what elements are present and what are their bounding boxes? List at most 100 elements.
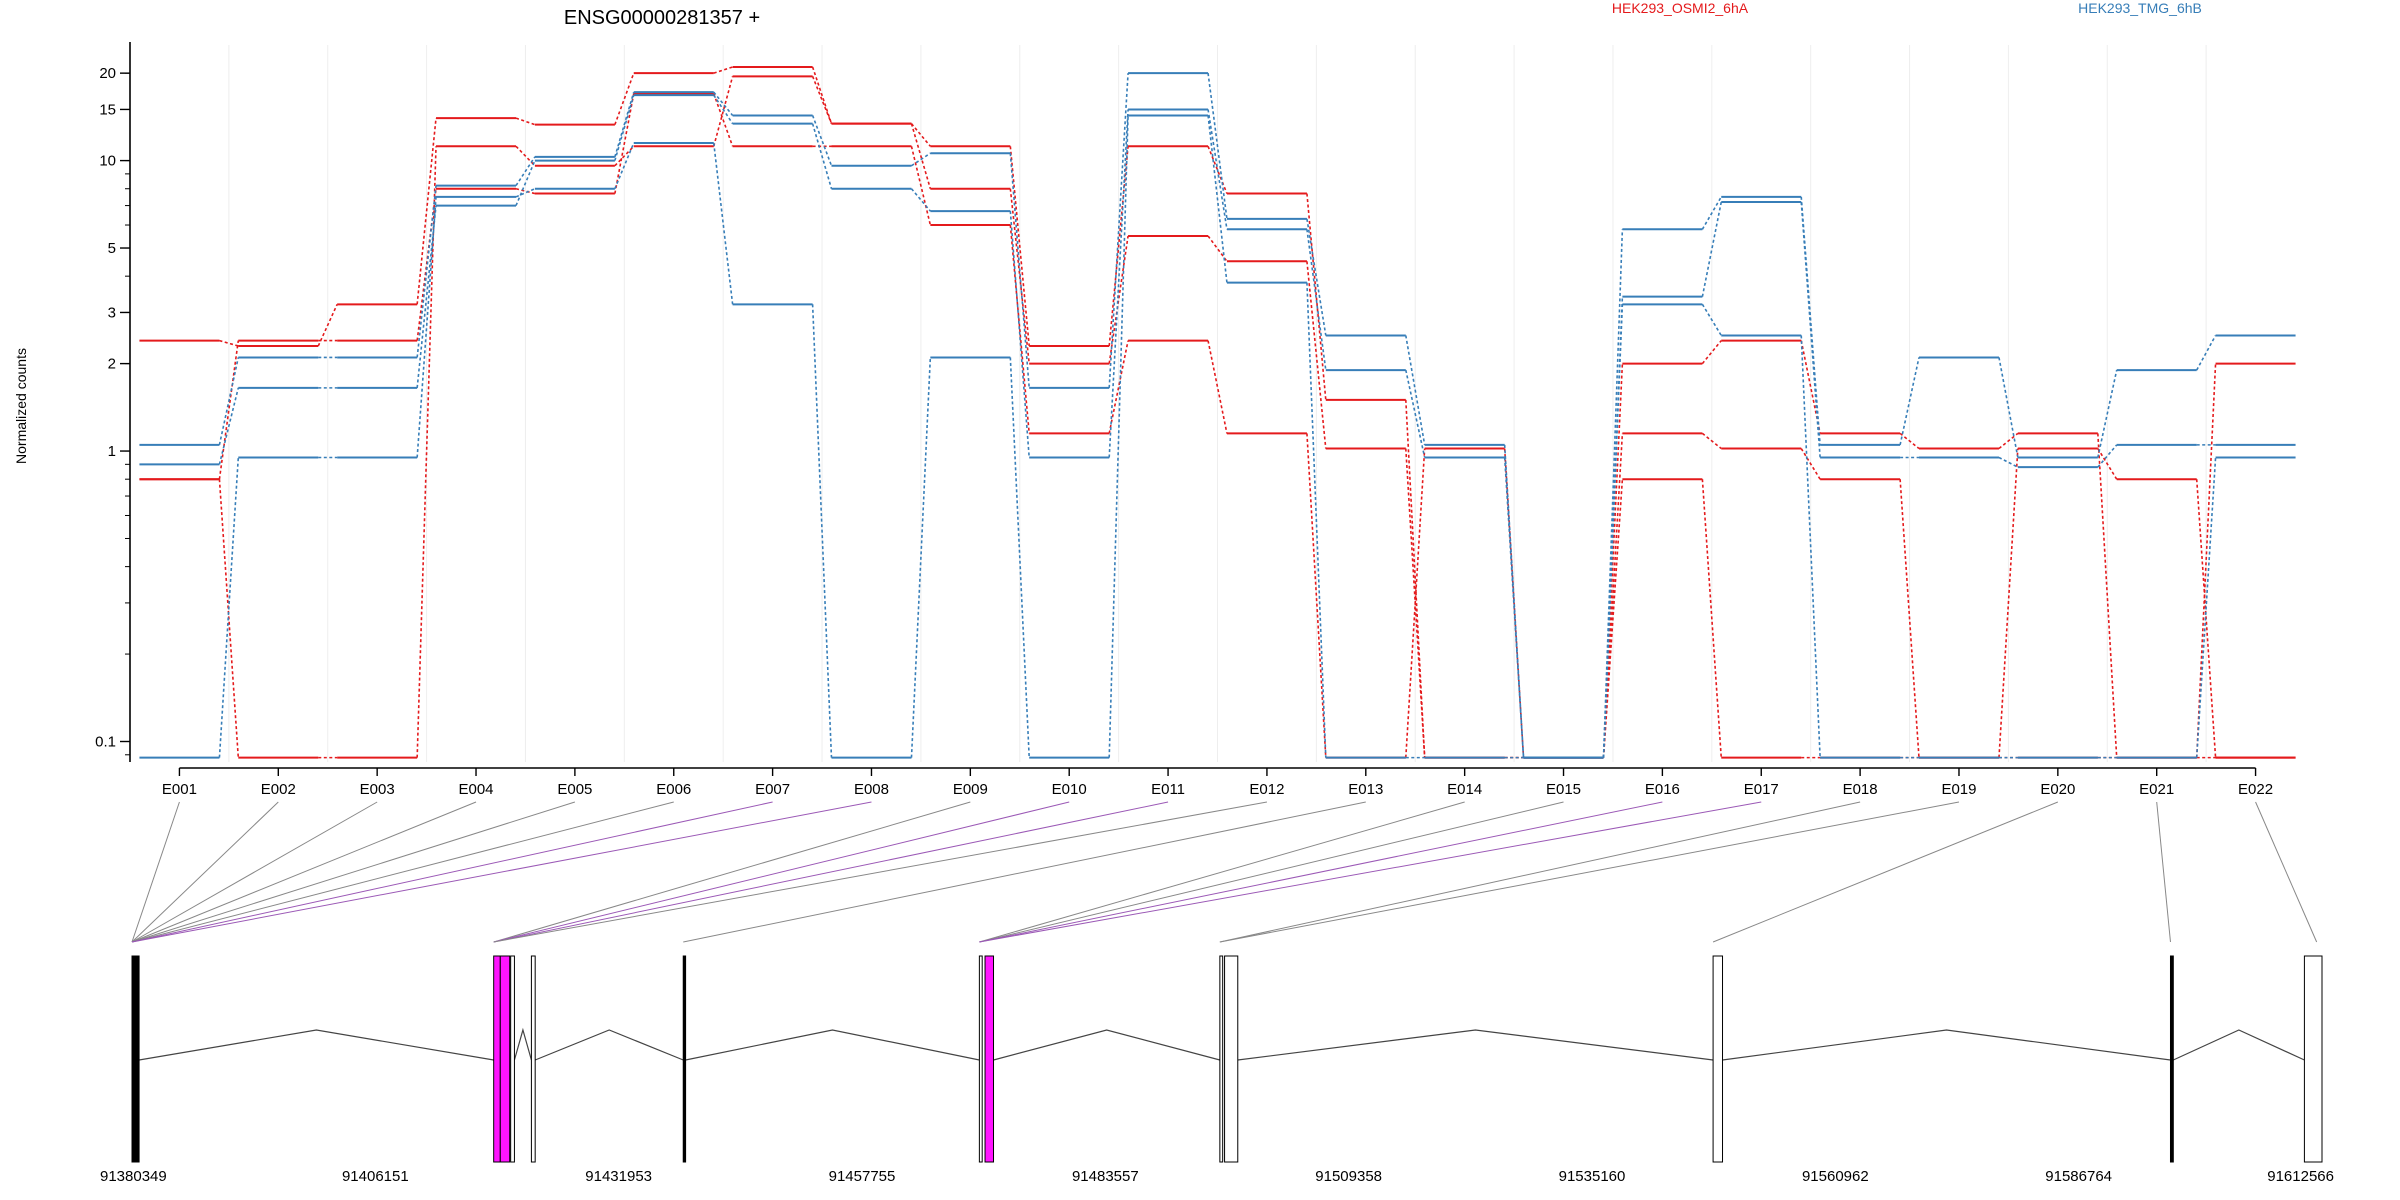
series-connector [2097, 369, 2118, 458]
series-connector [1701, 432, 1722, 450]
series-connector [910, 123, 931, 147]
series-connector [1602, 433, 1624, 758]
series-connector [515, 117, 536, 126]
x-tick-label-e020: E020 [2040, 781, 2075, 798]
x-tick-label-e018: E018 [1843, 781, 1878, 798]
x-tick-label-e003: E003 [360, 781, 395, 798]
x-tick-label-e021: E021 [2139, 781, 2174, 798]
series-connector [1009, 188, 1030, 364]
exon-box-e018 [1219, 955, 1224, 1163]
series-connector [811, 115, 833, 167]
series-connector [1405, 369, 1426, 458]
intron [513, 1027, 532, 1061]
series-connector [1207, 145, 1228, 194]
y-tick-label: 10 [99, 153, 116, 170]
exon-box-e008 [499, 955, 511, 1163]
series-connector [911, 152, 931, 167]
exon-box-e020 [1712, 955, 1724, 1163]
exon-box-e013 [978, 955, 983, 1163]
series-connector [1998, 432, 2019, 450]
series-connector [614, 91, 635, 158]
series-connector [1899, 357, 1920, 446]
y-tick-label: 20 [99, 65, 116, 82]
series-connector [1108, 235, 1129, 364]
intron [993, 1029, 1221, 1061]
series-connector [1899, 432, 1920, 450]
series-connector [1009, 153, 1031, 388]
series-connector [1009, 357, 1031, 758]
y-tick-label: 2 [108, 356, 116, 373]
series-connector [1404, 448, 1426, 758]
link-line-e007 [131, 801, 773, 943]
link-line-e020 [1712, 801, 2059, 943]
series-connector [416, 118, 437, 305]
genomic-coordinate-label: 91560962 [1802, 1168, 1869, 1185]
genomic-coordinate-label: 91509358 [1315, 1168, 1382, 1185]
x-tick-label-e001: E001 [162, 781, 197, 798]
exon-box-e012 [682, 955, 687, 1163]
series-connector [1207, 109, 1228, 230]
series-connector [1701, 479, 1723, 758]
series-connector [218, 357, 240, 446]
x-tick-label-e002: E002 [261, 781, 296, 798]
series-connector [416, 146, 437, 758]
series-connector [1998, 448, 2019, 758]
x-tick-label-e014: E014 [1447, 781, 1482, 798]
series-connector [515, 187, 536, 198]
grid-lines [228, 45, 2207, 762]
series-connector [910, 123, 932, 189]
series-connector [1009, 211, 1031, 458]
link-line-e006 [131, 801, 674, 943]
link-line-e013 [683, 801, 1366, 943]
series-connector [614, 93, 635, 194]
link-line-e019 [1219, 801, 1960, 943]
series-connector [1800, 196, 1821, 445]
series-connector [1207, 115, 1228, 283]
series-5 [139, 114, 2296, 759]
x-tick-label-e010: E010 [1052, 781, 1087, 798]
series-connector [1405, 335, 1426, 446]
link-line-e011 [493, 801, 1169, 943]
series-connector [614, 145, 635, 167]
y-tick-label: 3 [108, 304, 116, 321]
link-line-e021 [2156, 801, 2171, 943]
genomic-coordinate-label: 91535160 [1559, 1168, 1626, 1185]
x-tick-label-e004: E004 [458, 781, 493, 798]
link-line-e017 [979, 801, 1762, 943]
x-tick-label-e017: E017 [1744, 781, 1779, 798]
intron [2173, 1029, 2305, 1061]
series-connector [1998, 357, 2019, 458]
x-tick-label-e015: E015 [1546, 781, 1581, 798]
series-4 [139, 94, 2296, 759]
series-connector [515, 160, 536, 206]
exon-box-e010 [530, 955, 536, 1163]
series-connector [614, 142, 635, 190]
series-connector [2097, 448, 2118, 480]
y-axis-label: Normalized counts [13, 348, 29, 464]
series-connector [1602, 304, 1624, 758]
series-connector [1701, 196, 1722, 230]
x-tick-label-e013: E013 [1348, 781, 1383, 798]
series-connector [1800, 448, 1821, 480]
genomic-coordinate-label: 91457755 [829, 1168, 896, 1185]
x-tick-label-e011: E011 [1151, 781, 1185, 798]
link-line-e003 [131, 801, 378, 943]
link-line-e015 [979, 801, 1564, 943]
series-connector [1108, 146, 1129, 347]
x-tick-label-e006: E006 [656, 781, 691, 798]
exon-box-e001 [131, 955, 136, 1163]
series-connector [218, 387, 240, 465]
exon-box-e008 [493, 955, 501, 1163]
series-connector [1503, 457, 1525, 758]
series-connector [1602, 479, 1624, 758]
series-connector [218, 340, 240, 480]
series-connector [2097, 433, 2118, 758]
series-connector [910, 146, 932, 226]
genomic-coordinate-label: 91431953 [585, 1168, 652, 1185]
intron [1237, 1029, 1714, 1061]
series-connector [1306, 193, 1327, 400]
genomic-coordinate-label: 91406151 [342, 1168, 409, 1185]
series-connector [317, 303, 338, 347]
series-connector [811, 76, 833, 124]
